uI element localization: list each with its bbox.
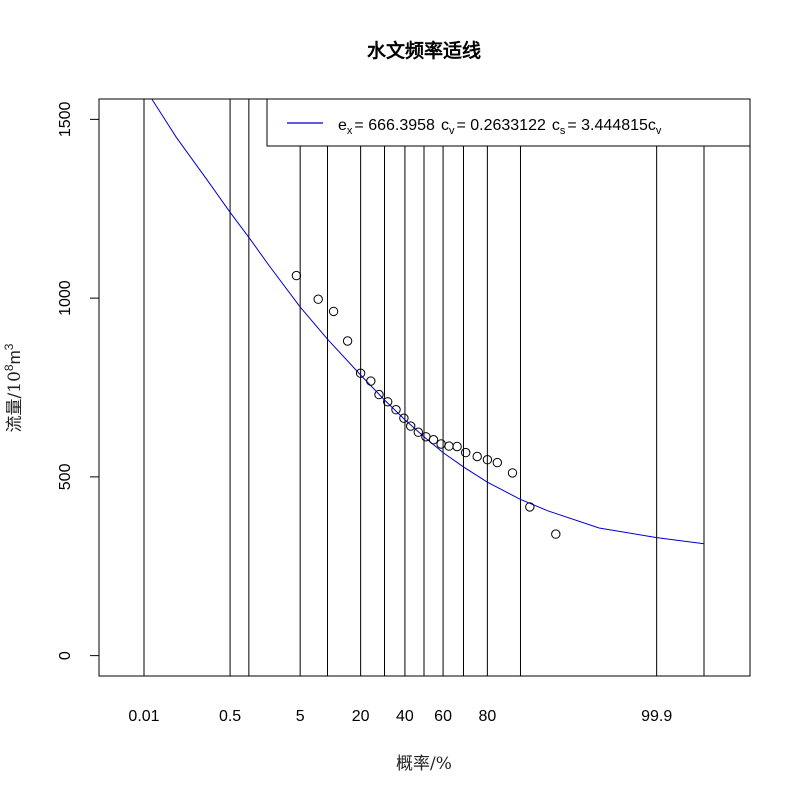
y-axis-label: 流量/108m3 xyxy=(2,343,25,432)
observed-point-13 xyxy=(428,435,439,445)
x-tick-label-1: 0.5 xyxy=(219,708,241,725)
y-axis-label-unit-exp: 3 xyxy=(2,343,16,350)
observed-point-8 xyxy=(391,405,401,415)
x-tick-label-5: 20 xyxy=(352,708,370,725)
chart-title: 水文频率适线 xyxy=(367,39,481,62)
observed-point-22 xyxy=(525,502,535,512)
y-tick-label-3: 1500 xyxy=(57,101,74,137)
observed-point-19 xyxy=(482,455,493,465)
observed-point-17 xyxy=(461,447,471,458)
x-axis-label: 概率/% xyxy=(396,754,452,774)
observed-point-11 xyxy=(413,427,423,437)
observed-point-23 xyxy=(551,529,561,539)
x-tick-label-13: 99.9 xyxy=(641,708,672,725)
x-tick-label-9: 60 xyxy=(434,708,452,725)
legend-cv-sub: v xyxy=(449,125,455,137)
observed-point-20 xyxy=(492,457,502,468)
observed-point-21 xyxy=(507,468,518,478)
observed-point-10 xyxy=(406,421,416,431)
observed-point-16 xyxy=(452,441,462,452)
observed-points xyxy=(291,270,561,539)
legend-cs-label: c xyxy=(552,117,560,134)
legend-box xyxy=(266,98,751,147)
legend-cs-sub: s xyxy=(560,125,566,137)
observed-point-1 xyxy=(313,294,323,304)
x-tick-labels: 0.01 0.5 5 20 40 60 80 99.9 xyxy=(128,708,672,725)
observed-point-2 xyxy=(328,306,339,317)
legend: ex = 666.3958 cv = 0.2633122 cs = 3.444815cv xyxy=(266,98,751,147)
observed-point-18 xyxy=(472,451,482,462)
y-axis-label-exp: 8 xyxy=(2,364,16,371)
observed-point-3 xyxy=(342,336,353,346)
legend-cv-label: c xyxy=(441,117,449,134)
legend-cs-value: = 3.444815c xyxy=(567,117,656,134)
y-axis-label-text: 流量/10 xyxy=(5,371,25,432)
legend-cv-value: = 0.2633122 xyxy=(456,117,546,134)
x-tick-label-0: 0.01 xyxy=(128,708,159,725)
y-tick-label-2: 1000 xyxy=(57,280,74,316)
x-tick-label-11: 80 xyxy=(478,708,496,725)
observed-point-0 xyxy=(291,270,302,281)
observed-point-5 xyxy=(366,376,376,386)
legend-ex-value: = 666.3958 xyxy=(354,117,435,134)
y-tick-label-1: 500 xyxy=(57,463,74,490)
probability-grid xyxy=(143,99,705,676)
observed-point-6 xyxy=(374,389,384,400)
fitted-frequency-curve xyxy=(151,98,705,545)
y-axis: 0 500 1000 1500 xyxy=(57,101,99,660)
legend-ex-sub: x xyxy=(347,125,353,137)
y-tick-label-0: 0 xyxy=(57,651,74,660)
legend-ex-label: e xyxy=(338,117,347,134)
y-axis-label-unit: m xyxy=(5,350,24,364)
observed-point-15 xyxy=(444,441,454,451)
observed-point-7 xyxy=(383,397,393,407)
observed-point-4 xyxy=(355,368,366,378)
observed-point-14 xyxy=(436,439,446,449)
x-tick-label-7: 40 xyxy=(396,708,414,725)
legend-text: ex = 666.3958 cv = 0.2633122 cs = 3.444815cv xyxy=(338,117,662,137)
observed-point-9 xyxy=(399,413,409,423)
x-tick-label-3: 5 xyxy=(296,708,305,725)
legend-cs-tail-sub: v xyxy=(656,125,662,137)
